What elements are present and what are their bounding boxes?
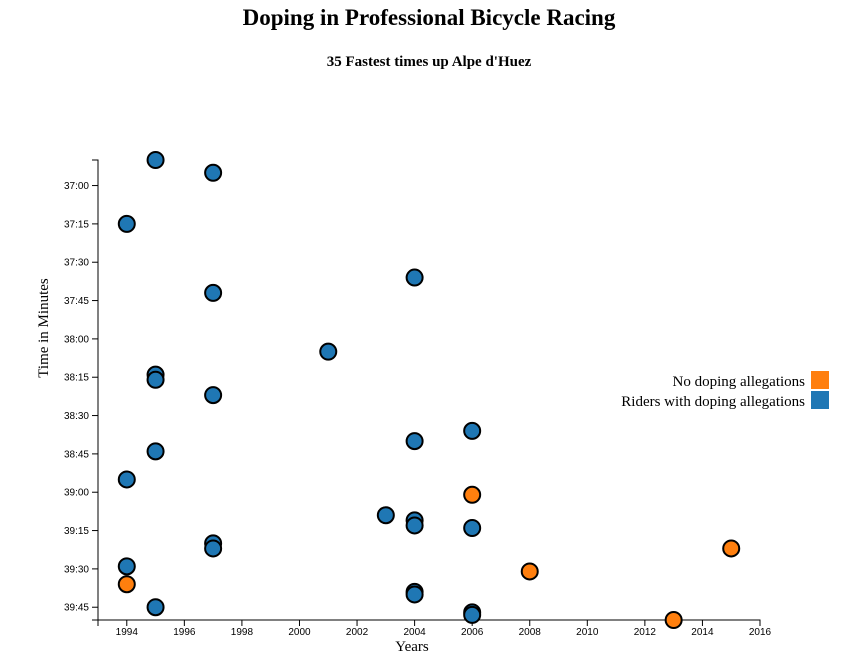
data-point-no-doping[interactable]	[520, 562, 539, 581]
x-axis: 1994 1996 1998 2000 2002 2004 2006 2008 2010 2012…	[97, 619, 772, 638]
y-tick-label: 39:15	[64, 526, 89, 537]
legend-swatch-no-doping	[811, 371, 829, 389]
x-axis-label: Years	[395, 639, 429, 655]
y-axis-line	[92, 159, 99, 621]
legend: No doping allegations Riders with doping…	[621, 371, 829, 410]
legend-item-doping: Riders with doping allegations	[621, 391, 829, 410]
data-point-doping[interactable]	[319, 342, 338, 361]
data-point-doping[interactable]	[146, 442, 165, 461]
x-tick-label: 2014	[691, 627, 714, 638]
x-tick-label: 1996	[173, 627, 196, 638]
data-point-doping[interactable]	[146, 370, 165, 389]
data-point-doping[interactable]	[117, 557, 136, 576]
x-tick-label: 2012	[634, 627, 657, 638]
x-tick-label: 1994	[116, 627, 139, 638]
data-point-doping[interactable]	[405, 516, 424, 535]
data-point-doping[interactable]	[376, 506, 395, 525]
legend-label-no-doping: No doping allegations	[673, 374, 806, 390]
x-tick-label: 2006	[461, 627, 484, 638]
legend-label-doping: Riders with doping allegations	[621, 394, 805, 410]
y-axis: 37:00 37:15 37:30 37:45 38:00 38:15 38:30 38:45…	[64, 159, 99, 621]
y-tick-label: 39:00	[64, 488, 89, 499]
chart-subtitle: 35 Fastest times up Alpe d'Huez	[327, 54, 532, 70]
y-tick-label: 37:00	[64, 181, 89, 192]
x-tick-label: 2008	[519, 627, 542, 638]
x-axis-line	[97, 619, 761, 626]
data-point-doping[interactable]	[204, 539, 223, 558]
data-point-doping[interactable]	[117, 470, 136, 489]
data-point-doping[interactable]	[405, 585, 424, 604]
y-tick-label: 38:15	[64, 373, 89, 384]
y-tick-label: 37:30	[64, 258, 89, 269]
data-point-no-doping[interactable]	[664, 611, 683, 629]
legend-item-no-doping: No doping allegations	[673, 371, 829, 390]
data-point-doping[interactable]	[204, 386, 223, 405]
x-tick-label: 1998	[231, 627, 254, 638]
x-tick-label: 2004	[403, 627, 426, 638]
chart-title: Doping in Professional Bicycle Racing	[243, 5, 616, 30]
data-point-doping[interactable]	[146, 598, 165, 617]
legend-swatch-doping	[811, 391, 829, 409]
data-point-doping[interactable]	[204, 163, 223, 182]
data-point-no-doping[interactable]	[463, 485, 482, 504]
x-tick-label: 2002	[346, 627, 369, 638]
data-point-doping[interactable]	[204, 283, 223, 302]
data-point-doping[interactable]	[405, 268, 424, 287]
y-tick-label: 37:15	[64, 219, 89, 230]
data-point-no-doping[interactable]	[722, 539, 741, 558]
data-point-doping[interactable]	[146, 151, 165, 169]
y-tick-label: 39:45	[64, 603, 89, 614]
y-tick-label: 39:30	[64, 564, 89, 575]
x-tick-label: 2010	[576, 627, 599, 638]
x-tick-label: 2016	[749, 627, 772, 638]
y-tick-label: 38:30	[64, 411, 89, 422]
data-points	[117, 151, 741, 629]
data-point-doping[interactable]	[463, 519, 482, 537]
x-tick-label: 2000	[288, 627, 311, 638]
data-point-doping[interactable]	[463, 421, 482, 440]
data-point-doping[interactable]	[463, 605, 482, 624]
y-axis-label: Time in Minutes	[36, 278, 52, 378]
data-point-doping[interactable]	[117, 214, 136, 233]
data-point-doping[interactable]	[405, 432, 424, 451]
y-tick-label: 37:45	[64, 296, 89, 307]
y-tick-label: 38:45	[64, 449, 89, 460]
data-point-no-doping[interactable]	[117, 575, 136, 594]
y-tick-label: 38:00	[64, 334, 89, 345]
